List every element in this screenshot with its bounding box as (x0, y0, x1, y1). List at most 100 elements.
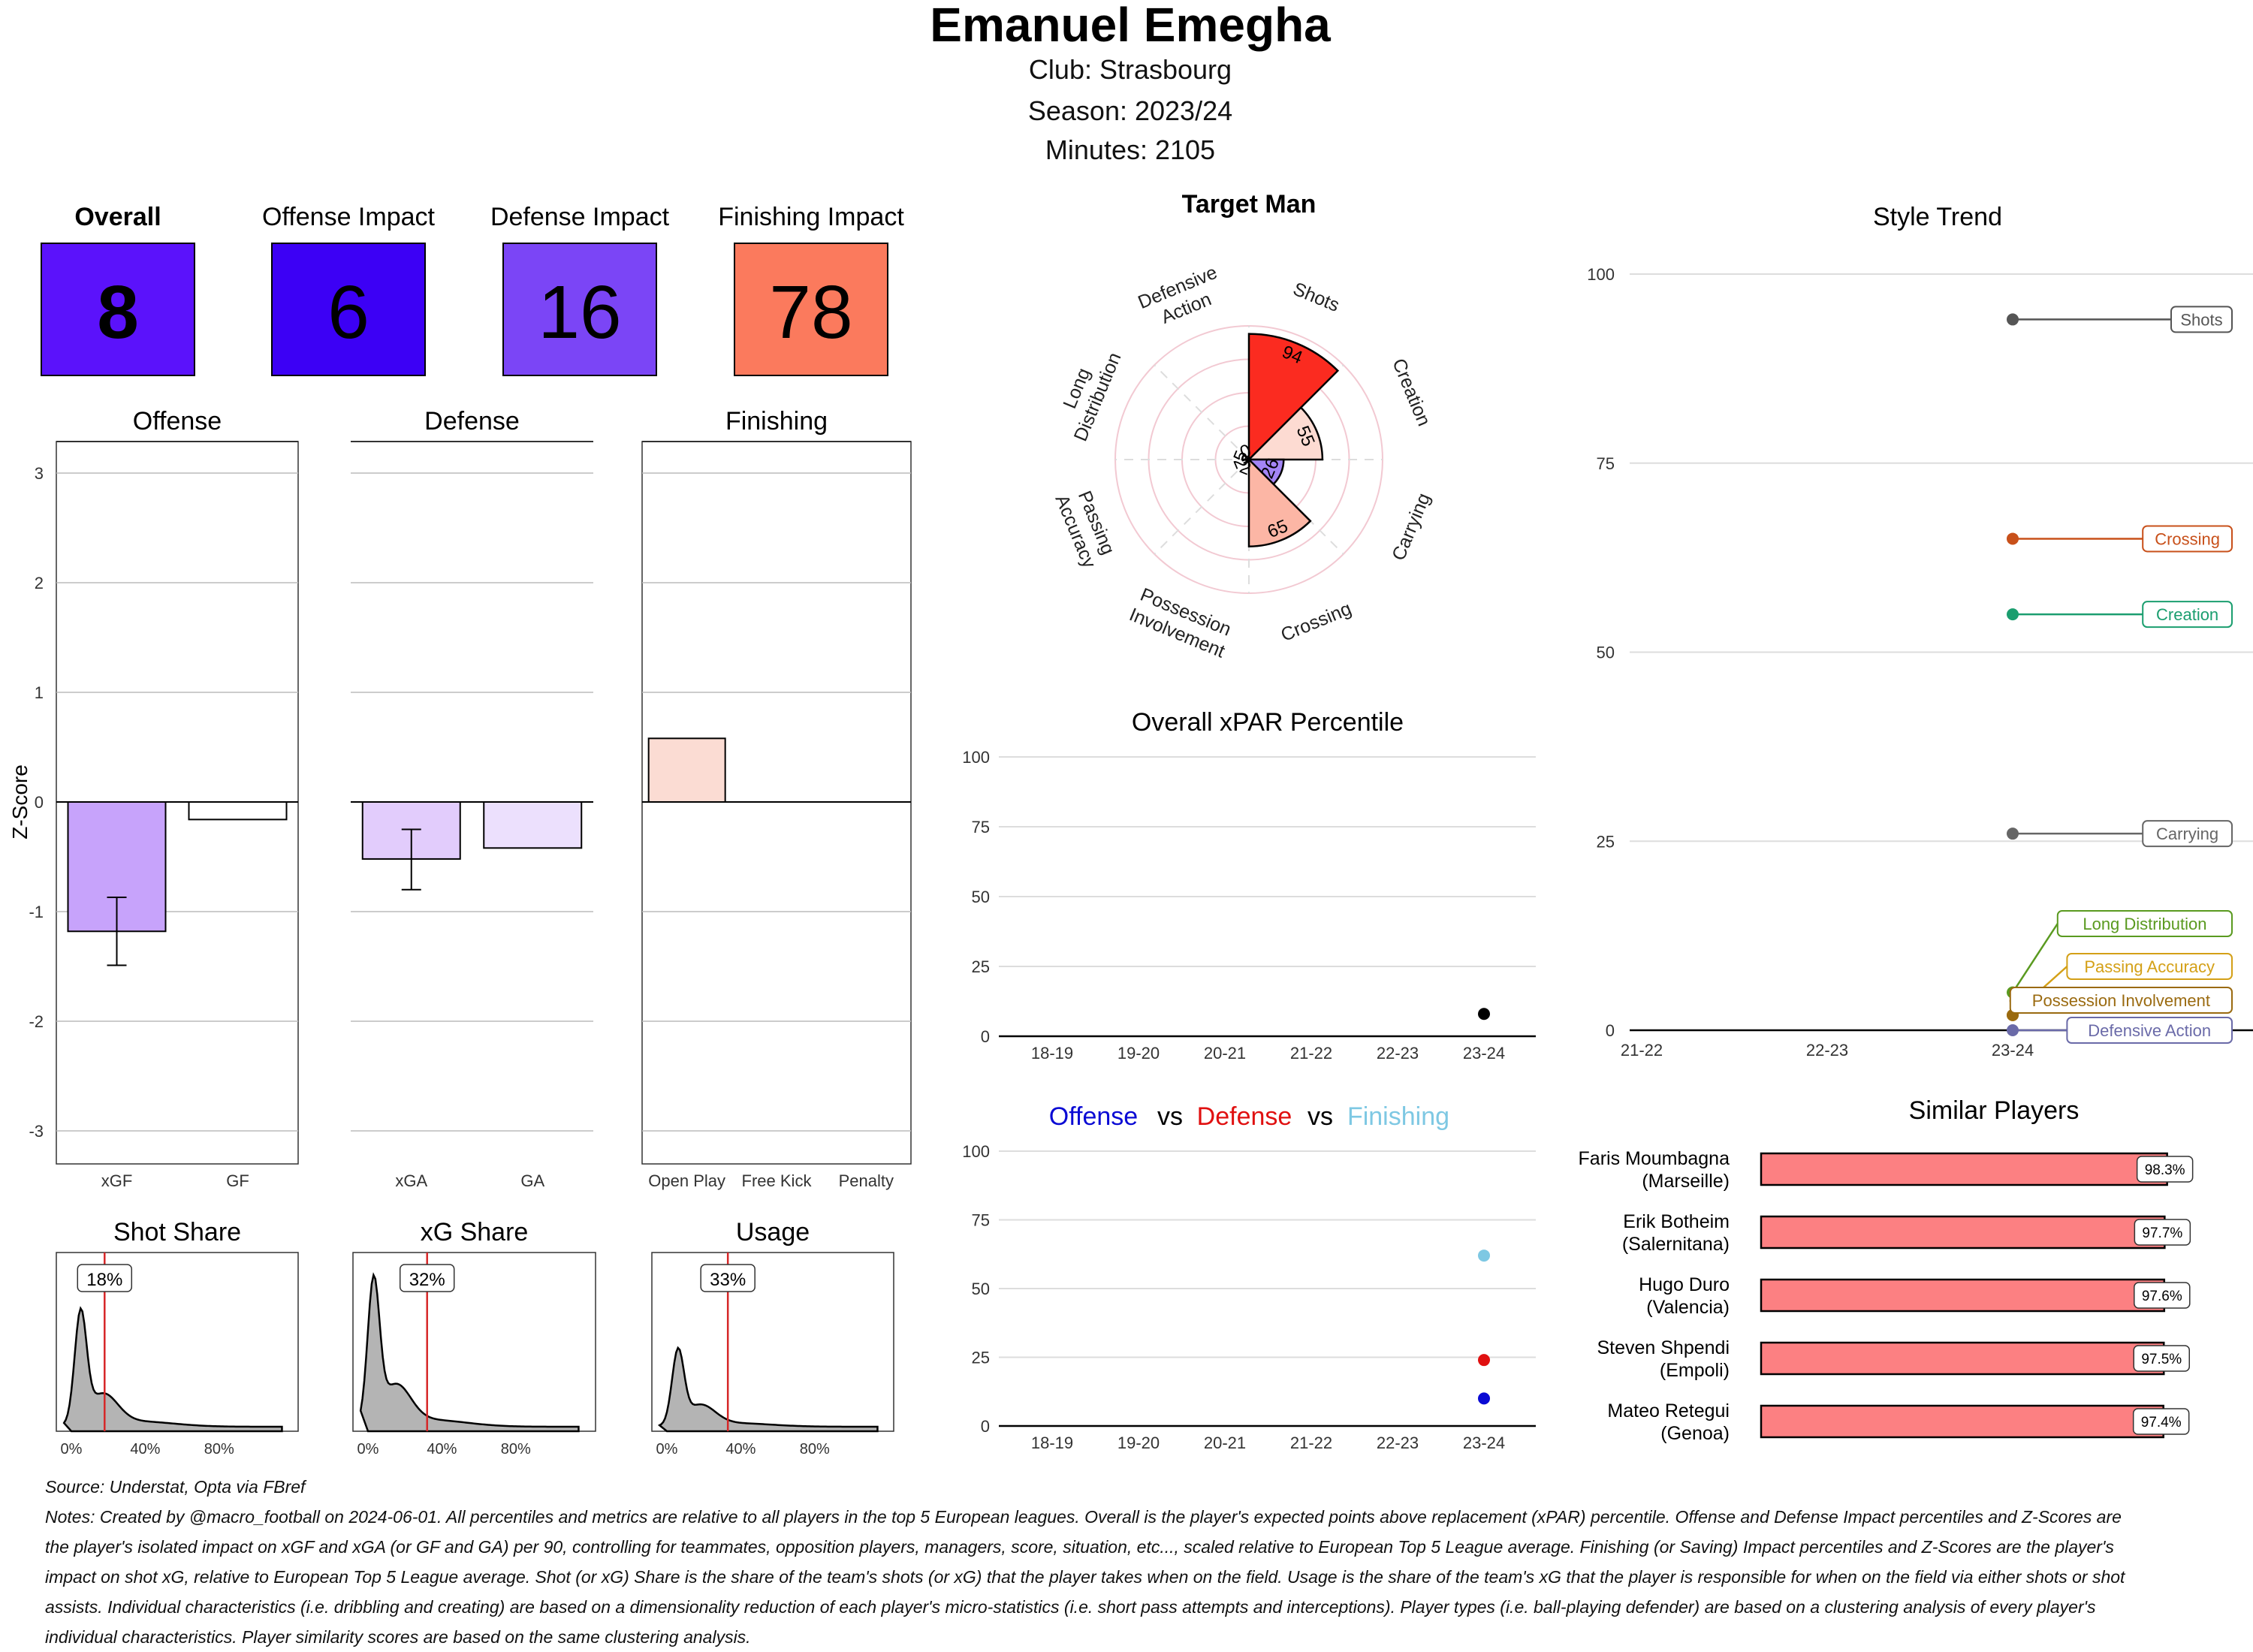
similar-player-club: (Empoli) (1660, 1360, 1730, 1381)
impact-boxes: Overall 8 Offense Impact 6 Defense Impact 16 F… (41, 203, 904, 376)
share-tick-label: 40% (725, 1441, 756, 1458)
similarity-bar (1760, 1215, 2166, 1250)
data-point (1478, 1392, 1490, 1405)
trend-label: Passing Accuracy (2084, 957, 2215, 976)
trend-point (2007, 532, 2019, 545)
radar-segment (1247, 457, 1312, 547)
share-title: Usage (736, 1218, 810, 1247)
radar-axis-label-line: Shots (1290, 279, 1343, 316)
share-density-area (657, 1346, 879, 1433)
radar-axis-label-line: Creation (1388, 355, 1434, 429)
ovd-title-part: Offense (1049, 1102, 1138, 1131)
zscore-category-label: xGF (101, 1171, 133, 1190)
zscore-tick-label: -2 (29, 1012, 44, 1031)
similarity-label-box (2134, 1219, 2191, 1246)
y-tick-label: 100 (962, 748, 990, 767)
impact-label: Overall (74, 203, 161, 231)
zscore-panel-title: Defense (424, 407, 520, 436)
ovd-title-part: vs (1157, 1102, 1183, 1131)
zscore-tick-label: 0 (35, 793, 44, 812)
similarity-label-box (2132, 1408, 2190, 1435)
similar-player-name: Faris Moumbagna (1579, 1148, 1730, 1169)
share-tick-label: 40% (130, 1441, 160, 1458)
x-tick-label: 23-24 (1463, 1433, 1505, 1452)
impact-box (502, 243, 657, 376)
radar-axis-label: PossessionInvolvement (1126, 583, 1237, 662)
zscore-category-label: GA (520, 1171, 544, 1190)
trend-leader-line (2011, 923, 2058, 993)
share-value-label: 18% (86, 1270, 122, 1290)
trend-point (2007, 608, 2019, 621)
style-radar: Target Man945526652250ShotsCreationCarry… (1051, 190, 1434, 662)
x-tick-label: 18-19 (1031, 1433, 1073, 1452)
zscore-bar (647, 737, 726, 803)
similarity-label-box (2134, 1282, 2191, 1309)
share-density-area (359, 1272, 580, 1433)
offense-defense-finishing-chart: 0 25 50 75 100 18-19 19-20 20-21 21-22 22-23 23-24… (962, 1102, 1536, 1452)
similarity-label-box (2136, 1156, 2194, 1183)
trend-label: Creation (2156, 605, 2218, 624)
impact-label: Finishing Impact (718, 203, 904, 231)
radar-spoke (1154, 364, 1250, 460)
impact-box (734, 243, 888, 376)
similarity-label-box (2133, 1345, 2190, 1372)
y-tick-label: 75 (1597, 454, 1615, 473)
trend-label-box (2066, 953, 2233, 980)
share-tick-label: 0% (656, 1441, 678, 1458)
trend-label-box (2142, 820, 2233, 848)
share-value-box (700, 1264, 756, 1292)
radar-axis-label: DefensiveAction (1135, 262, 1229, 334)
share-tick-label: 40% (427, 1441, 457, 1458)
y-tick-label: 75 (972, 818, 990, 837)
x-tick-label: 18-19 (1031, 1044, 1073, 1063)
radar-segment (1241, 453, 1252, 461)
x-tick-label: 22-23 (1377, 1433, 1419, 1452)
zscore-tick-label: 1 (35, 683, 44, 702)
similar-players-chart: Similar Players Faris Moumbagna(Marseille… (1579, 1096, 2194, 1444)
zscore-category-label: Free Kick (742, 1171, 813, 1190)
notes-line: individual characteristics. Player simil… (45, 1627, 751, 1647)
y-tick-label: 75 (972, 1211, 990, 1230)
zscore-category-label: GF (226, 1171, 249, 1190)
xpar-percentile-chart: 0 25 50 75 100 18-19 19-20 20-21 21-22 22-23 23-24… (962, 708, 1536, 1063)
similarity-label: 97.4% (2141, 1415, 2182, 1430)
trend-label: Possession Involvement (2032, 991, 2210, 1010)
y-tick-label: 0 (1606, 1021, 1615, 1040)
y-tick-label: 50 (972, 888, 990, 906)
x-tick-label: 22-23 (1377, 1044, 1419, 1063)
similarity-label: 97.6% (2142, 1289, 2182, 1304)
share-tick-label: 80% (501, 1441, 531, 1458)
x-tick-label: 19-20 (1117, 1044, 1160, 1063)
similar-player-name: Mateo Retegui (1607, 1400, 1730, 1421)
radar-axis-label-line: Carrying (1388, 490, 1434, 564)
data-point (1478, 1008, 1490, 1020)
trend-label: Defensive Action (2088, 1021, 2211, 1040)
notes-line: impact on shot xG, relative to European … (45, 1567, 2125, 1587)
similar-player-name: Erik Botheim (1623, 1211, 1730, 1232)
trend-label: Crossing (2155, 529, 2220, 548)
minutes-line: Minutes: 2105 (1045, 134, 1215, 165)
impact-box (41, 243, 195, 376)
similar-player-club: (Marseille) (1642, 1171, 1730, 1192)
share-value-label: 33% (710, 1270, 746, 1290)
impact-value: 16 (538, 270, 621, 354)
trend-label-box (2170, 306, 2233, 333)
radar-axis-label: Carrying (1388, 490, 1434, 564)
y-tick-label: 100 (1587, 265, 1615, 284)
trend-point (2007, 1024, 2019, 1036)
trend-point (2007, 313, 2019, 326)
zscore-tick-label: -1 (29, 903, 44, 921)
season-line: Season: 2023/24 (1028, 95, 1232, 126)
impact-label: Offense Impact (262, 203, 435, 231)
radar-axis-label: Creation (1388, 355, 1434, 429)
similar-players-title: Similar Players (1909, 1096, 2080, 1125)
trend-label-box (2142, 601, 2233, 629)
impact-value: 6 (327, 270, 369, 354)
impact-box (271, 243, 426, 376)
xpar-title: Overall xPAR Percentile (1132, 708, 1404, 737)
similarity-bar (1760, 1152, 2168, 1186)
radar-axis-label: Shots (1290, 279, 1343, 316)
similarity-bar (1760, 1404, 2164, 1439)
x-tick-label: 21-22 (1290, 1433, 1332, 1452)
